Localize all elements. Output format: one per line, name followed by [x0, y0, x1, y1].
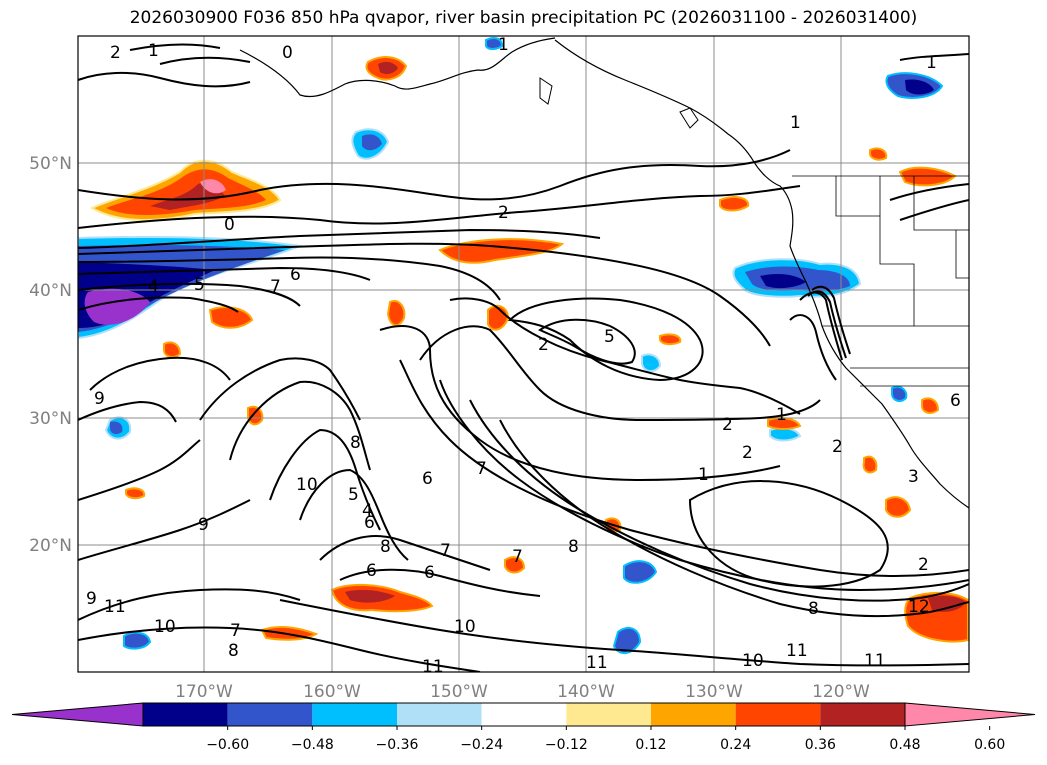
- contour-label: 7: [270, 277, 281, 297]
- contour-label: 6: [424, 563, 435, 583]
- qvapor-contours: [78, 43, 969, 672]
- contour-label: 5: [194, 275, 205, 295]
- contour-label: 1: [498, 35, 509, 55]
- contour-label: 9: [94, 389, 105, 409]
- contour-label: 2: [722, 415, 733, 435]
- contour-label: 3: [908, 467, 919, 487]
- contour-label: 1: [698, 465, 709, 485]
- contour-label: 2: [110, 43, 121, 63]
- contour-label: 2: [742, 443, 753, 463]
- contour-label: 1: [926, 53, 937, 73]
- contour-label: 8: [568, 537, 579, 557]
- map-frame: [77, 35, 970, 673]
- colorbar-tick-label: −0.24: [460, 737, 503, 753]
- map-title: 2026030900 F036 850 hPa qvapor, river ba…: [129, 8, 918, 28]
- contour-label: 11: [586, 653, 608, 673]
- contour-label: 10: [154, 617, 176, 637]
- contour-label: 6: [290, 265, 301, 285]
- colorbar-swatch: [735, 703, 821, 726]
- contour-label: 5: [604, 327, 615, 347]
- contour-label: 2: [918, 555, 929, 575]
- lat-tick-label: 50°N: [29, 154, 72, 174]
- contour-label: 8: [380, 537, 391, 557]
- contour-label: 12: [908, 597, 930, 617]
- colorbar-tick-label: 0.48: [889, 737, 920, 753]
- colorbar: −0.60 −0.48 −0.36 −0.24 −0.12 0.12 0.24 0.36 0.4…: [11, 702, 1036, 753]
- colorbar-tick-label: −0.36: [376, 737, 419, 753]
- contour-label: 1: [148, 41, 159, 61]
- contour-label: 6: [364, 513, 375, 533]
- lat-tick-label: 30°N: [29, 409, 72, 429]
- colorbar-tick-label: −0.12: [545, 737, 588, 753]
- colorbar-tick-label: 0.60: [974, 737, 1005, 753]
- contour-label: 11: [104, 597, 126, 617]
- colorbar-swatch: [566, 703, 651, 726]
- contour-label: 10: [296, 475, 318, 495]
- colorbar-tick-label: 0.36: [805, 737, 836, 753]
- contour-label: 7: [476, 459, 487, 479]
- colorbar-swatch: [820, 703, 905, 726]
- contour-label: 4: [148, 277, 159, 297]
- lon-tick-label: 130°W: [685, 682, 743, 702]
- contour-label: 7: [440, 541, 451, 561]
- lon-axis: 170°W 160°W 150°W 140°W 130°W 120°W: [175, 682, 870, 702]
- contour-label: 7: [512, 547, 523, 567]
- contour-label: 6: [950, 391, 961, 411]
- colorbar-tick-label: −0.60: [206, 737, 249, 753]
- contour-label: 11: [422, 657, 444, 677]
- colorbar-tick-label: 0.12: [635, 737, 666, 753]
- contour-label: 6: [366, 561, 377, 581]
- colorbar-tick-label: 0.24: [720, 737, 751, 753]
- lon-tick-label: 120°W: [812, 682, 870, 702]
- contour-label: 11: [786, 641, 808, 661]
- contour-label: 10: [454, 617, 476, 637]
- lat-axis: 50°N 40°N 30°N 20°N: [29, 154, 72, 556]
- colorbar-swatch: [312, 703, 397, 726]
- colorbar-swatch: [143, 703, 228, 726]
- colorbar-swatch: [651, 703, 736, 726]
- contour-label: 10: [742, 651, 764, 671]
- lon-tick-label: 150°W: [430, 682, 488, 702]
- contour-label: 0: [282, 43, 293, 63]
- graticule: [78, 36, 969, 672]
- colorbar-swatch: [481, 703, 567, 726]
- contour-label: 5: [348, 485, 359, 505]
- contour-label: 4: [362, 501, 373, 521]
- contour-label: 2: [832, 437, 843, 457]
- colorbar-frame: [142, 702, 906, 727]
- contour-label: 1: [776, 405, 787, 425]
- map-area: 2 1 0 1 1 1 2 0 6 7 4 5 5 2 8 6 4 5 1 2 …: [78, 35, 969, 677]
- lat-tick-label: 20°N: [29, 536, 72, 556]
- lon-tick-label: 160°W: [303, 682, 361, 702]
- contour-label: 7: [230, 621, 241, 641]
- colorbar-extend-high: [904, 702, 1036, 727]
- shaded-fields: [78, 37, 969, 654]
- contour-labels: 2 1 0 1 1 1 2 0 6 7 4 5 5 2 8 6 4 5 1 2 …: [86, 35, 961, 677]
- contour-label: 8: [350, 433, 361, 453]
- lon-tick-label: 170°W: [175, 682, 233, 702]
- contour-label: 2: [538, 335, 549, 355]
- lon-tick-label: 140°W: [557, 682, 615, 702]
- colorbar-swatch: [397, 703, 482, 726]
- colorbar-extend-low: [11, 702, 144, 727]
- contour-label: 8: [808, 599, 819, 619]
- contour-label: 9: [86, 589, 97, 609]
- contour-label: 8: [228, 641, 239, 661]
- contour-label: 11: [864, 651, 886, 671]
- contour-label: 6: [422, 469, 433, 489]
- colorbar-swatch: [227, 703, 313, 726]
- contour-label: 9: [198, 515, 209, 535]
- contour-label: 0: [224, 215, 235, 235]
- contour-label: 1: [790, 113, 801, 133]
- colorbar-tick-label: −0.48: [291, 737, 334, 753]
- lat-tick-label: 40°N: [29, 281, 72, 301]
- contour-label: 2: [498, 203, 509, 223]
